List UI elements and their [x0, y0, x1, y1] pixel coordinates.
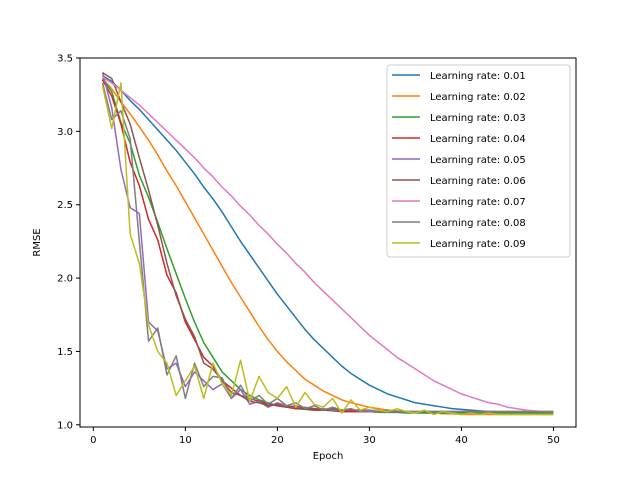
legend-box	[386, 64, 571, 258]
series-line-9	[101, 82, 554, 416]
x-tick-label: 40	[455, 435, 468, 446]
y-axis-ticks: 1.0 1.5 2.0 2.5 3.0 3.5	[57, 54, 80, 431]
y-tick-label: 2.0	[57, 274, 73, 285]
legend-label: Learning rate: 0.06	[430, 176, 526, 187]
y-axis-label: RMSE	[32, 228, 43, 256]
series-line-1	[102, 74, 554, 414]
series-line-7	[102, 76, 554, 413]
legend: Learning rate: 0.01 Learning rate: 0.02 Le…	[386, 64, 571, 258]
axes-frame	[79, 57, 577, 428]
legend-label: Learning rate: 0.08	[430, 218, 526, 229]
legend-label: Learning rate: 0.04	[430, 134, 526, 145]
legend-label: Learning rate: 0.07	[430, 197, 526, 208]
y-tick-label: 1.5	[57, 347, 73, 358]
x-axis-label: Epoch	[313, 451, 344, 462]
x-tick-label: 20	[271, 435, 284, 446]
y-tick-label: 3.0	[57, 127, 73, 138]
x-tick-label: 50	[547, 435, 560, 446]
x-tick-label: 10	[179, 435, 192, 446]
legend-label: Learning rate: 0.02	[430, 92, 526, 103]
y-tick-label: 3.5	[57, 54, 73, 65]
legend-label: Learning rate: 0.09	[430, 239, 526, 250]
y-tick-label: 1.0	[57, 420, 73, 431]
x-axis-ticks: 0 10 20 30 40 50	[90, 427, 560, 446]
x-tick-label: 30	[363, 435, 376, 446]
series-layer	[101, 72, 554, 416]
legend-label: Learning rate: 0.01	[430, 71, 526, 82]
x-tick-label: 0	[90, 435, 96, 446]
y-tick-label: 2.5	[57, 200, 73, 211]
legend-label: Learning rate: 0.05	[430, 155, 526, 166]
series-line-8	[101, 82, 554, 413]
legend-label: Learning rate: 0.03	[430, 113, 526, 124]
